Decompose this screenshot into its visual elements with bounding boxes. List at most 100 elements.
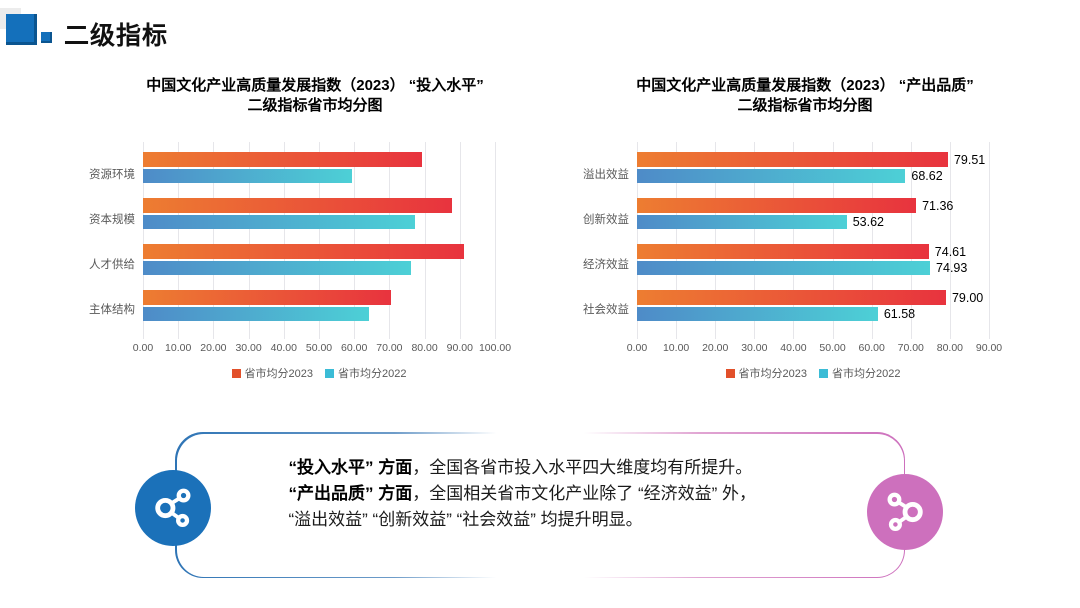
- bar-row: [143, 152, 495, 197]
- bar-省市均分2022-资源环境: [143, 169, 353, 183]
- bar-省市均分2023-人才供给: [143, 244, 465, 259]
- x-tick-label: 50.00: [305, 342, 333, 354]
- summary-paragraph-1: “投入水平” 方面，全国各省市投入水平四大维度均有所提升。: [289, 455, 866, 481]
- gridline: [989, 142, 990, 339]
- summary-2-lead: “产出品质” 方面: [288, 483, 413, 503]
- x-tick-label: 50.00: [819, 342, 846, 354]
- bar-省市均分2022-社会效益: 61.58: [637, 307, 915, 321]
- deco-square-large: [6, 14, 37, 45]
- gridline: [213, 142, 215, 339]
- category-label: 溢出效益: [583, 168, 629, 181]
- legend-label: 省市均分2022: [832, 368, 901, 380]
- x-tick-label: 0.00: [132, 342, 154, 354]
- x-tick-label: 20.00: [702, 342, 729, 354]
- gridline: [248, 142, 250, 339]
- header-logo-squares: [0, 5, 58, 47]
- chart-title-line1: 中国文化产业高质量发展指数（2023） “产出品质”: [636, 77, 974, 94]
- gridline: [832, 142, 834, 339]
- value-label: 74.61: [934, 244, 967, 259]
- bar-省市均分2022-溢出效益: 68.62: [637, 169, 943, 183]
- category-label: 人才供给: [89, 258, 135, 271]
- share-badge-pink: [867, 474, 943, 550]
- x-tick-label: 30.00: [741, 342, 768, 354]
- category-label: 资源环境: [89, 168, 135, 181]
- summary-callout-body: “投入水平” 方面，全国各省市投入水平四大维度均有所提升。 “产出品质” 方面，…: [176, 433, 904, 577]
- x-tick-label: 0.00: [626, 342, 648, 354]
- gridline: [459, 142, 461, 339]
- deco-square-small: [41, 32, 52, 43]
- chart-title-line2: 二级指标省市均分图: [247, 97, 383, 114]
- x-tick-label: 100.00: [478, 342, 512, 354]
- chart-body: 资源环境资本规模人才供给主体结构: [87, 142, 545, 339]
- x-tick-label: 70.00: [897, 342, 924, 354]
- legend-label: 省市均分2023: [738, 368, 807, 380]
- gridline: [637, 142, 638, 339]
- summary-2-text: ，全国相关省市文化产业除了 “经济效益” 外，: [412, 483, 757, 503]
- chart-title: 中国文化产业高质量发展指数（2023） “产出品质” 二级指标省市均分图: [575, 76, 1035, 116]
- chart-body: 溢出效益 创新效益 经济效益 社会效益 79.51 68.62 71.36 53.62 74.…: [581, 142, 1035, 339]
- bar-省市均分2023-经济效益: 74.61: [637, 244, 966, 259]
- gridline: [871, 142, 873, 339]
- summary-1-text: ，全国各省市投入水平四大维度均有所提升。: [412, 457, 753, 477]
- x-tick-label: 60.00: [341, 342, 368, 354]
- gridline: [354, 142, 356, 339]
- x-axis: 0.00 10.00 20.00 30.00 40.00 50.00 60.00 70.00 8…: [133, 342, 511, 357]
- plot-area: [143, 142, 496, 339]
- gridline: [143, 142, 144, 339]
- value-label: 71.36: [922, 198, 954, 213]
- x-tick-label: 30.00: [235, 342, 262, 354]
- share-badge-blue: [135, 470, 211, 546]
- summary-1-lead: “投入水平” 方面: [288, 457, 413, 477]
- category-label: 经济效益: [583, 258, 629, 271]
- gridline: [283, 142, 285, 339]
- x-tick-label: 10.00: [662, 342, 690, 354]
- bar-row: [143, 244, 495, 289]
- gridline: [910, 142, 912, 339]
- x-tick-label: 40.00: [780, 342, 807, 354]
- category-axis: 溢出效益 创新效益 经济效益 社会效益: [581, 142, 637, 339]
- bar-row: 71.36 53.62: [637, 198, 989, 243]
- gridline: [424, 142, 426, 339]
- x-tick-label: 20.00: [200, 342, 227, 354]
- x-tick-label: 80.00: [411, 342, 438, 354]
- legend-item: 省市均分2022: [819, 365, 900, 381]
- value-label: 79.00: [951, 290, 984, 305]
- x-tick-label: 70.00: [376, 342, 403, 354]
- legend-item: 省市均分2023: [725, 365, 807, 381]
- page-title: 二级指标: [64, 22, 169, 50]
- chart-title: 中国文化产业高质量发展指数（2023） “投入水平” 二级指标省市均分图: [85, 76, 545, 116]
- bar-省市均分2023-资本规模: [143, 198, 453, 213]
- legend-swatch: [231, 368, 241, 378]
- value-label: 74.93: [936, 261, 968, 275]
- bar-省市均分2022-经济效益: 74.93: [637, 261, 967, 275]
- x-tick-label: 80.00: [936, 342, 964, 354]
- legend-swatch: [819, 368, 828, 378]
- category-label: 资本规模: [89, 213, 135, 226]
- bar-省市均分2023-主体结构: [143, 290, 392, 305]
- bar-row: 79.51 68.62: [637, 152, 989, 197]
- chart-title-line2: 二级指标省市均分图: [737, 97, 873, 114]
- gridline: [319, 142, 320, 339]
- plot-area: 79.51 68.62 71.36 53.62 74.61 74.93 79.00 61.58: [637, 142, 990, 339]
- category-axis: 资源环境资本规模人才供给主体结构: [87, 142, 143, 339]
- value-label: 68.62: [911, 169, 943, 183]
- chart-title-line1: 中国文化产业高质量发展指数（2023） “投入水平”: [146, 77, 484, 94]
- gridline: [389, 142, 391, 339]
- legend-swatch: [325, 368, 334, 378]
- gridline: [949, 142, 951, 339]
- bar-row: 79.00 61.58: [637, 290, 989, 335]
- gridline: [676, 142, 678, 339]
- x-tick-label: 90.00: [975, 342, 1003, 354]
- summary-callout: “投入水平” 方面，全国各省市投入水平四大维度均有所提升。 “产出品质” 方面，…: [175, 432, 905, 578]
- category-label: 社会效益: [583, 303, 629, 316]
- summary-paragraph-2: “产出品质” 方面，全国相关省市文化产业除了 “经济效益” 外， “溢出效益” “…: [289, 481, 866, 533]
- legend-label: 省市均分2023: [244, 368, 313, 380]
- bar-row: [143, 290, 495, 335]
- value-label: 53.62: [852, 215, 884, 229]
- category-label: 主体结构: [89, 303, 135, 316]
- legend-swatch: [725, 368, 735, 378]
- x-tick-label: 40.00: [270, 342, 297, 354]
- gridline: [754, 142, 756, 339]
- gridline: [178, 142, 180, 339]
